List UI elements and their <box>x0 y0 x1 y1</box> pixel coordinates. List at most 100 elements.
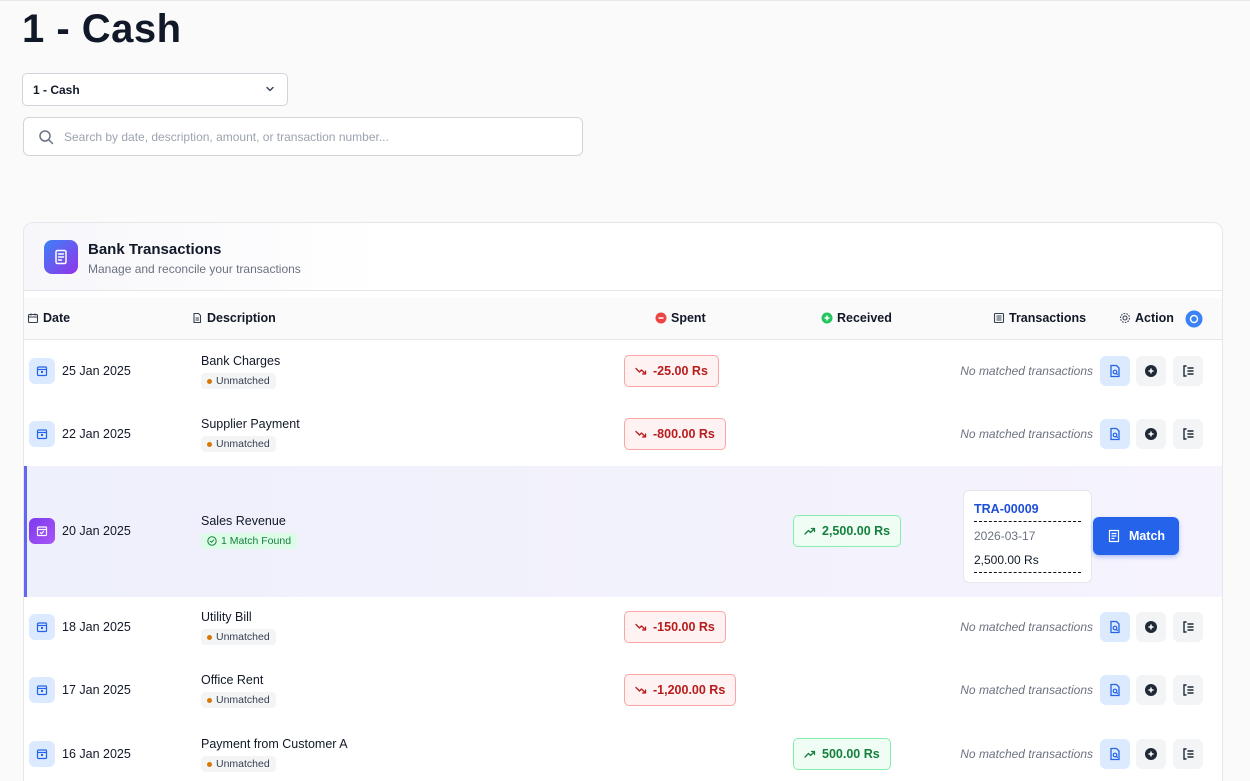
row-description: Supplier Payment <box>201 417 300 431</box>
add-transaction-button[interactable] <box>1136 675 1166 705</box>
no-matched-transactions: No matched transactions <box>960 747 1093 761</box>
table-row[interactable]: 25 Jan 2025 Bank Charges Unmatched -25.0… <box>24 340 1222 403</box>
no-matched-transactions: No matched transactions <box>960 620 1093 634</box>
column-spent-label: Spent <box>671 311 706 325</box>
column-received[interactable]: Received <box>821 311 892 325</box>
table-row[interactable]: 22 Jan 2025 Supplier Payment Unmatched -… <box>24 403 1222 466</box>
split-icon <box>1183 365 1194 377</box>
column-date[interactable]: Date <box>27 311 70 325</box>
split-transaction-button[interactable] <box>1173 356 1203 386</box>
match-button-label: Match <box>1128 529 1166 543</box>
divider <box>974 521 1081 522</box>
trending-down-icon <box>635 623 647 631</box>
row-description: Sales Revenue <box>201 514 286 528</box>
calendar-icon <box>27 313 39 324</box>
row-description: Office Rent <box>201 673 264 687</box>
match-button[interactable]: Match <box>1093 517 1179 555</box>
add-transaction-button[interactable] <box>1136 612 1166 642</box>
plus-circle-icon <box>1145 365 1157 377</box>
split-transaction-button[interactable] <box>1173 419 1203 449</box>
view-document-button[interactable] <box>1100 612 1130 642</box>
column-spent[interactable]: Spent <box>655 311 706 325</box>
view-document-button[interactable] <box>1100 419 1130 449</box>
spent-amount: -800.00 Rs <box>624 418 726 450</box>
split-transaction-button[interactable] <box>1173 612 1203 642</box>
row-date: 25 Jan 2025 <box>62 364 131 378</box>
trending-up-icon <box>804 750 816 758</box>
help-icon[interactable] <box>1185 310 1203 331</box>
row-date: 18 Jan 2025 <box>62 620 131 634</box>
calendar-icon <box>29 358 55 384</box>
table-row[interactable]: 18 Jan 2025 Utility Bill Unmatched -150.… <box>24 597 1222 660</box>
search-box[interactable] <box>23 117 583 156</box>
document-search-icon <box>1110 427 1120 441</box>
row-description: Utility Bill <box>201 610 252 624</box>
no-matched-transactions: No matched transactions <box>960 427 1093 441</box>
column-received-label: Received <box>837 311 892 325</box>
trending-down-icon <box>635 367 647 375</box>
calendar-icon <box>29 421 55 447</box>
document-lines-icon <box>1108 529 1120 543</box>
status-badge: Unmatched <box>201 629 276 645</box>
card-subtitle: Manage and reconcile your transactions <box>88 262 301 276</box>
plus-circle-icon <box>1145 684 1157 696</box>
transaction-number-link[interactable]: TRA-00009 <box>974 502 1039 516</box>
spent-amount: -150.00 Rs <box>624 611 726 643</box>
status-badge: Unmatched <box>201 436 276 452</box>
view-document-button[interactable] <box>1100 356 1130 386</box>
no-matched-transactions: No matched transactions <box>960 683 1093 697</box>
divider <box>974 572 1081 573</box>
table-row[interactable]: 17 Jan 2025 Office Rent Unmatched -1,200… <box>24 660 1222 723</box>
status-badge: Unmatched <box>201 373 276 389</box>
page-title: 1 - Cash <box>22 7 182 51</box>
minus-circle-icon <box>655 312 667 324</box>
row-description: Payment from Customer A <box>201 737 348 751</box>
split-icon <box>1183 621 1194 633</box>
column-description-label: Description <box>207 311 276 325</box>
document-search-icon <box>1110 683 1120 697</box>
trending-down-icon <box>635 686 647 694</box>
received-amount: 500.00 Rs <box>793 738 891 770</box>
document-search-icon <box>1110 747 1120 761</box>
column-action-label: Action <box>1135 311 1174 325</box>
column-description[interactable]: Description <box>191 311 276 325</box>
add-transaction-button[interactable] <box>1136 739 1166 769</box>
row-description: Bank Charges <box>201 354 281 368</box>
add-transaction-button[interactable] <box>1136 356 1166 386</box>
gear-icon <box>1119 312 1131 324</box>
split-icon <box>1183 748 1194 760</box>
transaction-amount: 2,500.00 Rs <box>974 553 1039 567</box>
calendar-icon <box>29 518 55 544</box>
transaction-date: 2026-03-17 <box>974 529 1036 543</box>
plus-circle-icon <box>1145 748 1157 760</box>
spent-amount: -1,200.00 Rs <box>624 674 737 706</box>
table-row[interactable]: 16 Jan 2025 Payment from Customer A Unma… <box>24 723 1222 781</box>
plus-circle-icon <box>821 312 833 324</box>
receipt-icon <box>44 240 78 274</box>
view-document-button[interactable] <box>1100 675 1130 705</box>
matched-transaction-card[interactable]: TRA-00009 2026-03-17 2,500.00 Rs <box>963 490 1092 583</box>
view-document-button[interactable] <box>1100 739 1130 769</box>
column-action[interactable]: Action <box>1119 311 1174 325</box>
check-circle-icon <box>207 536 217 546</box>
bank-transactions-card: Bank Transactions Manage and reconcile y… <box>23 222 1223 781</box>
document-search-icon <box>1110 620 1120 634</box>
split-transaction-button[interactable] <box>1173 739 1203 769</box>
account-select[interactable]: 1 - Cash <box>22 73 288 106</box>
plus-circle-icon <box>1145 428 1157 440</box>
add-transaction-button[interactable] <box>1136 419 1166 449</box>
split-icon <box>1183 684 1194 696</box>
document-search-icon <box>1110 364 1120 378</box>
received-amount: 2,500.00 Rs <box>793 515 902 547</box>
spent-amount: -25.00 Rs <box>624 355 719 387</box>
document-icon <box>193 312 202 324</box>
calendar-icon <box>29 677 55 703</box>
column-transactions[interactable]: Transactions <box>993 311 1086 325</box>
calendar-icon <box>29 614 55 640</box>
row-date: 22 Jan 2025 <box>62 427 131 441</box>
trending-down-icon <box>635 430 647 438</box>
split-transaction-button[interactable] <box>1173 675 1203 705</box>
table-header: Date Description Spent Received Transact… <box>24 298 1222 340</box>
search-input[interactable] <box>64 129 564 144</box>
column-transactions-label: Transactions <box>1009 311 1087 325</box>
